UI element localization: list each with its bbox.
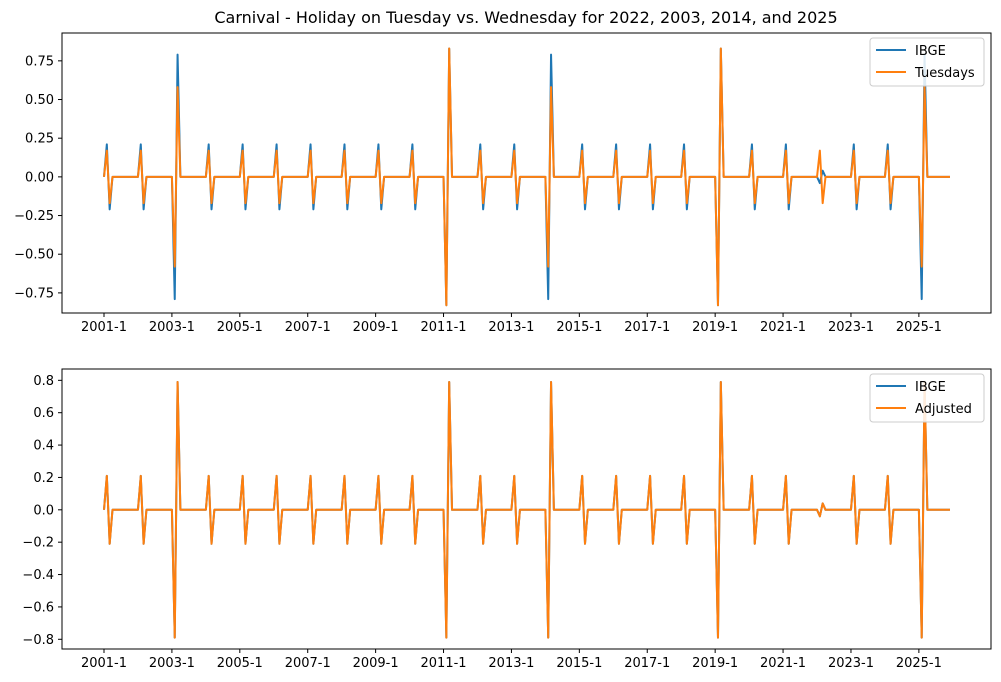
chart-top-y-tick-label: −0.50 <box>14 248 54 263</box>
chart-top-x-tick-label: 2013-1 <box>488 320 534 335</box>
chart-top-axes-frame <box>61 32 992 314</box>
chart-top-x-tick-label: 2017-1 <box>624 320 670 335</box>
chart-bottom-x-tick-label: 2001-1 <box>81 656 127 671</box>
chart-bottom-y-tick-label: 0.6 <box>33 406 54 421</box>
chart-bottom-y-tick-label: −0.4 <box>22 568 54 583</box>
chart-top-x-tick-label: 2005-1 <box>217 320 263 335</box>
chart-top-series-layer <box>103 47 950 307</box>
chart-bottom-y-tick-label: 0.4 <box>33 439 54 454</box>
chart-top: Carnival - Holiday on Tuesday vs. Wednes… <box>14 8 992 335</box>
chart-bottom-x-tick-label: 2019-1 <box>692 656 738 671</box>
chart-top-series-line-tuesdays <box>103 47 950 307</box>
chart-top-x-tick-label: 2003-1 <box>149 320 195 335</box>
chart-top-y-tick-label: 0.00 <box>25 170 54 185</box>
chart-bottom-x-tick-label: 2005-1 <box>217 656 263 671</box>
chart-top-legend-label-ibge: IBGE <box>915 44 946 59</box>
chart-bottom-y-tick-label: −0.2 <box>22 536 54 551</box>
chart-top-legend: IBGE Tuesdays <box>869 37 985 87</box>
chart-bottom-legend-label-ibge: IBGE <box>915 380 946 395</box>
chart-top-x-tick-label: 2011-1 <box>421 320 467 335</box>
chart-bottom-x-tick-label: 2021-1 <box>760 656 806 671</box>
chart-bottom-x-tick-label: 2013-1 <box>488 656 534 671</box>
chart-bottom-series-line-adjusted <box>103 380 950 639</box>
chart-bottom-axes-frame <box>61 368 992 650</box>
chart-top-x-tick-label: 2025-1 <box>896 320 942 335</box>
chart-bottom-legend: IBGE Adjusted <box>869 373 985 423</box>
chart-top-ticks-layer: 2001-1 2003-1 2005-1 2007-1 2009-1 2011-1 2013… <box>14 54 942 335</box>
chart-top-title: Carnival - Holiday on Tuesday vs. Wednes… <box>214 8 837 27</box>
chart-bottom-x-tick-label: 2003-1 <box>149 656 195 671</box>
chart-top-y-tick-label: 0.25 <box>25 132 54 147</box>
chart-bottom-x-tick-label: 2009-1 <box>353 656 399 671</box>
chart-bottom-x-tick-label: 2011-1 <box>421 656 467 671</box>
chart-top-x-tick-label: 2009-1 <box>353 320 399 335</box>
chart-bottom-x-tick-label: 2017-1 <box>624 656 670 671</box>
chart-bottom-series-layer <box>103 380 950 639</box>
chart-bottom-x-tick-label: 2015-1 <box>556 656 602 671</box>
chart-bottom-y-tick-label: −0.8 <box>22 633 54 648</box>
chart-bottom-y-tick-label: −0.6 <box>22 600 54 615</box>
chart-bottom-x-tick-label: 2023-1 <box>828 656 874 671</box>
chart-bottom-y-tick-label: 0.0 <box>33 503 54 518</box>
chart-bottom-y-tick-label: 0.2 <box>33 471 54 486</box>
chart-top-x-tick-label: 2015-1 <box>556 320 602 335</box>
chart-bottom-ticks-layer: 2001-1 2003-1 2005-1 2007-1 2009-1 2011-1 2013… <box>22 374 941 671</box>
chart-top-x-tick-label: 2001-1 <box>81 320 127 335</box>
chart-top-y-tick-label: 0.75 <box>25 54 54 69</box>
chart-top-y-tick-label: −0.25 <box>14 209 54 224</box>
chart-top-x-tick-label: 2023-1 <box>828 320 874 335</box>
chart-bottom-legend-label-adjusted: Adjusted <box>915 402 972 417</box>
chart-bottom: 2001-1 2003-1 2005-1 2007-1 2009-1 2011-1 2013… <box>22 368 992 671</box>
chart-bottom-x-tick-label: 2025-1 <box>896 656 942 671</box>
chart-bottom-y-tick-label: 0.8 <box>33 374 54 389</box>
chart-top-x-tick-label: 2019-1 <box>692 320 738 335</box>
chart-bottom-x-tick-label: 2007-1 <box>285 656 331 671</box>
chart-top-y-tick-label: 0.50 <box>25 93 54 108</box>
chart-top-y-tick-label: −0.75 <box>14 286 54 301</box>
chart-top-x-tick-label: 2021-1 <box>760 320 806 335</box>
chart-top-legend-label-tuesdays: Tuesdays <box>914 66 975 81</box>
chart-top-x-tick-label: 2007-1 <box>285 320 331 335</box>
